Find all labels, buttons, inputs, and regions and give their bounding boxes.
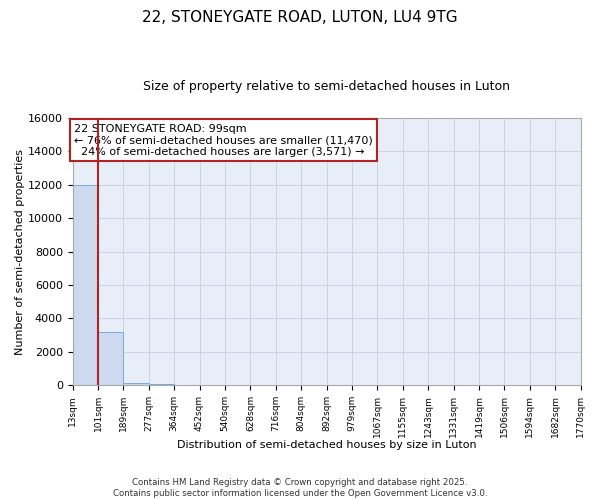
- X-axis label: Distribution of semi-detached houses by size in Luton: Distribution of semi-detached houses by …: [177, 440, 476, 450]
- Bar: [98, 332, 124, 386]
- Y-axis label: Number of semi-detached properties: Number of semi-detached properties: [15, 148, 25, 354]
- Text: 22 STONEYGATE ROAD: 99sqm
← 76% of semi-detached houses are smaller (11,470)
  2: 22 STONEYGATE ROAD: 99sqm ← 76% of semi-…: [74, 124, 373, 157]
- Bar: [73, 185, 98, 386]
- Text: Contains HM Land Registry data © Crown copyright and database right 2025.
Contai: Contains HM Land Registry data © Crown c…: [113, 478, 487, 498]
- Bar: [124, 383, 149, 386]
- Text: 22, STONEYGATE ROAD, LUTON, LU4 9TG: 22, STONEYGATE ROAD, LUTON, LU4 9TG: [142, 10, 458, 25]
- Bar: [149, 384, 175, 386]
- Title: Size of property relative to semi-detached houses in Luton: Size of property relative to semi-detach…: [143, 80, 510, 93]
